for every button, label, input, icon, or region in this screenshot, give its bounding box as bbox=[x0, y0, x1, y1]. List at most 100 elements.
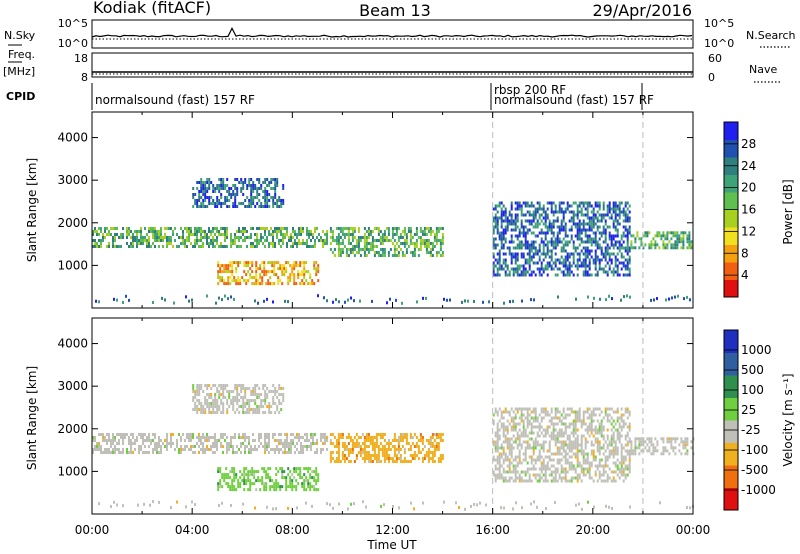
power-echo-region-4 bbox=[492, 201, 631, 277]
velocity-colorbar-label-6: -500 bbox=[741, 463, 768, 477]
power-ytick-label-3: 4000 bbox=[57, 131, 88, 145]
velocity-ytick-label-1: 2000 bbox=[57, 422, 88, 436]
velocity-colorbar-segment-4 bbox=[724, 397, 738, 421]
nave-tick-top: 60 bbox=[708, 52, 722, 65]
power-near-range-scatter bbox=[95, 294, 691, 305]
power-colorbar-label-2: 20 bbox=[741, 181, 756, 195]
velocity-echo-region-2 bbox=[217, 467, 320, 492]
velocity-colorbar-label-7: -1000 bbox=[741, 483, 776, 497]
nsky-label: N.Sky bbox=[4, 29, 36, 42]
power-colorbar-segment-6 bbox=[724, 174, 738, 193]
nsearch-tick-bottom: 10^0 bbox=[704, 37, 734, 50]
velocity-colorbar-label-0: 1000 bbox=[741, 343, 772, 357]
power-ytick-label-2: 3000 bbox=[57, 173, 88, 187]
power-x-ticks bbox=[91, 112, 694, 308]
velocity-echo-region-3 bbox=[329, 433, 444, 463]
velocity-colorbar-segment-5 bbox=[724, 375, 738, 398]
nsky-trace bbox=[91, 26, 693, 40]
power-echo-region-0 bbox=[92, 227, 328, 248]
power-echo-region-3 bbox=[329, 227, 444, 257]
nave-tick-bottom: 0 bbox=[708, 71, 715, 84]
nsky-panel: N.Sky 10^5 10^0 10^5 10^0 N.Search bbox=[4, 17, 796, 50]
velocity-colorbar-segment-0 bbox=[724, 487, 738, 511]
nave-label: Nave bbox=[749, 63, 777, 76]
velocity-colorbar-label-2: 100 bbox=[741, 383, 764, 397]
velocity-colorbar-segment-6 bbox=[724, 352, 738, 376]
date-title: 29/Apr/2016 bbox=[592, 1, 692, 20]
freq-tick-top: 18 bbox=[74, 52, 88, 65]
velocity-colorbar-segment-1 bbox=[724, 465, 738, 488]
power-colorbar-label-1: 24 bbox=[741, 159, 756, 173]
time-axis-label: Time UT bbox=[366, 538, 417, 552]
velocity-ytick-label-2: 3000 bbox=[57, 379, 88, 393]
power-colorbar-segment-3 bbox=[724, 227, 738, 245]
velocity-colorbar: 1000 500 100 25 -25 -100 -500 -1000 bbox=[723, 329, 776, 511]
velocity-xtick-label-5: 20:00 bbox=[576, 523, 611, 537]
power-ytick-label-0: 1000 bbox=[57, 258, 88, 272]
power-echo-region-5 bbox=[630, 231, 693, 250]
power-colorbar-label-0: 28 bbox=[741, 137, 756, 151]
cpid-label: CPID bbox=[6, 90, 35, 103]
velocity-ytick-label-3: 4000 bbox=[57, 337, 88, 351]
power-colorbar-segment-4 bbox=[724, 209, 738, 228]
power-colorbar-label-3: 16 bbox=[741, 203, 756, 217]
velocity-x-ticks: 00:00 04:00 08:00 12:00 16:00 20:00 00:00 bbox=[75, 318, 711, 537]
velocity-colorbar-segment-7 bbox=[724, 330, 738, 353]
velocity-colorbar-label-3: 25 bbox=[741, 403, 756, 417]
power-colorbar-segment-8 bbox=[724, 139, 738, 158]
power-colorbar-segment-5 bbox=[724, 192, 738, 210]
radar-title: Kodiak (fitACF) bbox=[93, 0, 211, 17]
velocity-echo-region-0 bbox=[92, 433, 328, 454]
velocity-xtick-label-1: 04:00 bbox=[175, 523, 210, 537]
power-ytick-label-1: 2000 bbox=[57, 216, 88, 230]
nsky-tick-bottom: 10^0 bbox=[58, 37, 88, 50]
nsky-line bbox=[91, 26, 693, 38]
velocity-echo-region-4 bbox=[492, 407, 631, 483]
velocity-near-range-scatter bbox=[98, 500, 694, 511]
velocity-panel: 1000 2000 3000 4000 00:00 04:00 08:00 12:00 16:… bbox=[25, 317, 795, 552]
velocity-xtick-label-4: 16:00 bbox=[475, 523, 510, 537]
power-colorbar-segment-9 bbox=[724, 122, 738, 140]
velocity-y-label: Slant Range [km] bbox=[25, 366, 39, 470]
cpid-entry-1: normalsound (fast) 157 RF bbox=[95, 93, 255, 107]
power-colorbar-segment-0 bbox=[724, 279, 738, 298]
power-panel: 1000 2000 3000 4000 Slant Range [km] 28 24 20… bbox=[25, 111, 795, 309]
nsearch-tick-top: 10^5 bbox=[704, 17, 734, 30]
cpid-strip: CPID normalsound (fast) 157 RF rbsp 200 … bbox=[6, 83, 654, 110]
velocity-colorbar-frame bbox=[723, 329, 739, 511]
nsky-tick-top: 10^5 bbox=[58, 17, 88, 30]
power-colorbar: 28 24 20 16 12 8 4 bbox=[723, 121, 756, 298]
velocity-xtick-label-0: 00:00 bbox=[75, 523, 110, 537]
velocity-colorbar-label: Velocity [m s⁻¹] bbox=[781, 373, 795, 466]
velocity-xtick-label-2: 08:00 bbox=[275, 523, 310, 537]
nsearch-label: N.Search bbox=[746, 29, 796, 42]
power-echoes bbox=[92, 178, 693, 305]
velocity-colorbar-segment-2 bbox=[724, 442, 738, 466]
power-echo-region-1 bbox=[192, 178, 285, 208]
freq-panel: Freq. [MHz] 18 8 60 0 Nave bbox=[3, 48, 782, 84]
velocity-y-ticks: 1000 2000 3000 4000 bbox=[57, 337, 693, 478]
velocity-xtick-label-6: 00:00 bbox=[676, 523, 711, 537]
power-colorbar-label-4: 12 bbox=[741, 224, 756, 238]
power-mode-lines bbox=[492, 112, 644, 308]
power-colorbar-label-6: 4 bbox=[741, 268, 749, 282]
freq-tick-bottom: 8 bbox=[81, 71, 88, 84]
velocity-echo-region-1 bbox=[192, 384, 285, 414]
cpid-entry-2: rbsp 200 RF bbox=[494, 83, 566, 97]
power-colorbar-segment-1 bbox=[724, 262, 738, 280]
velocity-ytick-label-0: 1000 bbox=[57, 464, 88, 478]
freq-unit: [MHz] bbox=[3, 65, 35, 78]
velocity-xtick-label-3: 12:00 bbox=[375, 523, 410, 537]
velocity-colorbar-label-4: -25 bbox=[741, 423, 761, 437]
velocity-colorbar-segment-3 bbox=[724, 420, 738, 443]
power-y-ticks: 1000 2000 3000 4000 bbox=[57, 131, 693, 272]
beam-title: Beam 13 bbox=[359, 1, 431, 20]
velocity-mode-lines bbox=[492, 318, 644, 514]
freq-label: Freq. bbox=[8, 48, 35, 61]
velocity-echo-region-5 bbox=[630, 437, 695, 456]
power-y-label: Slant Range [km] bbox=[25, 158, 39, 262]
power-colorbar-label-5: 8 bbox=[741, 246, 749, 260]
velocity-colorbar-label-5: -100 bbox=[741, 443, 768, 457]
cpid-entry-3: normalsound (fast) 157 RF bbox=[494, 93, 654, 107]
